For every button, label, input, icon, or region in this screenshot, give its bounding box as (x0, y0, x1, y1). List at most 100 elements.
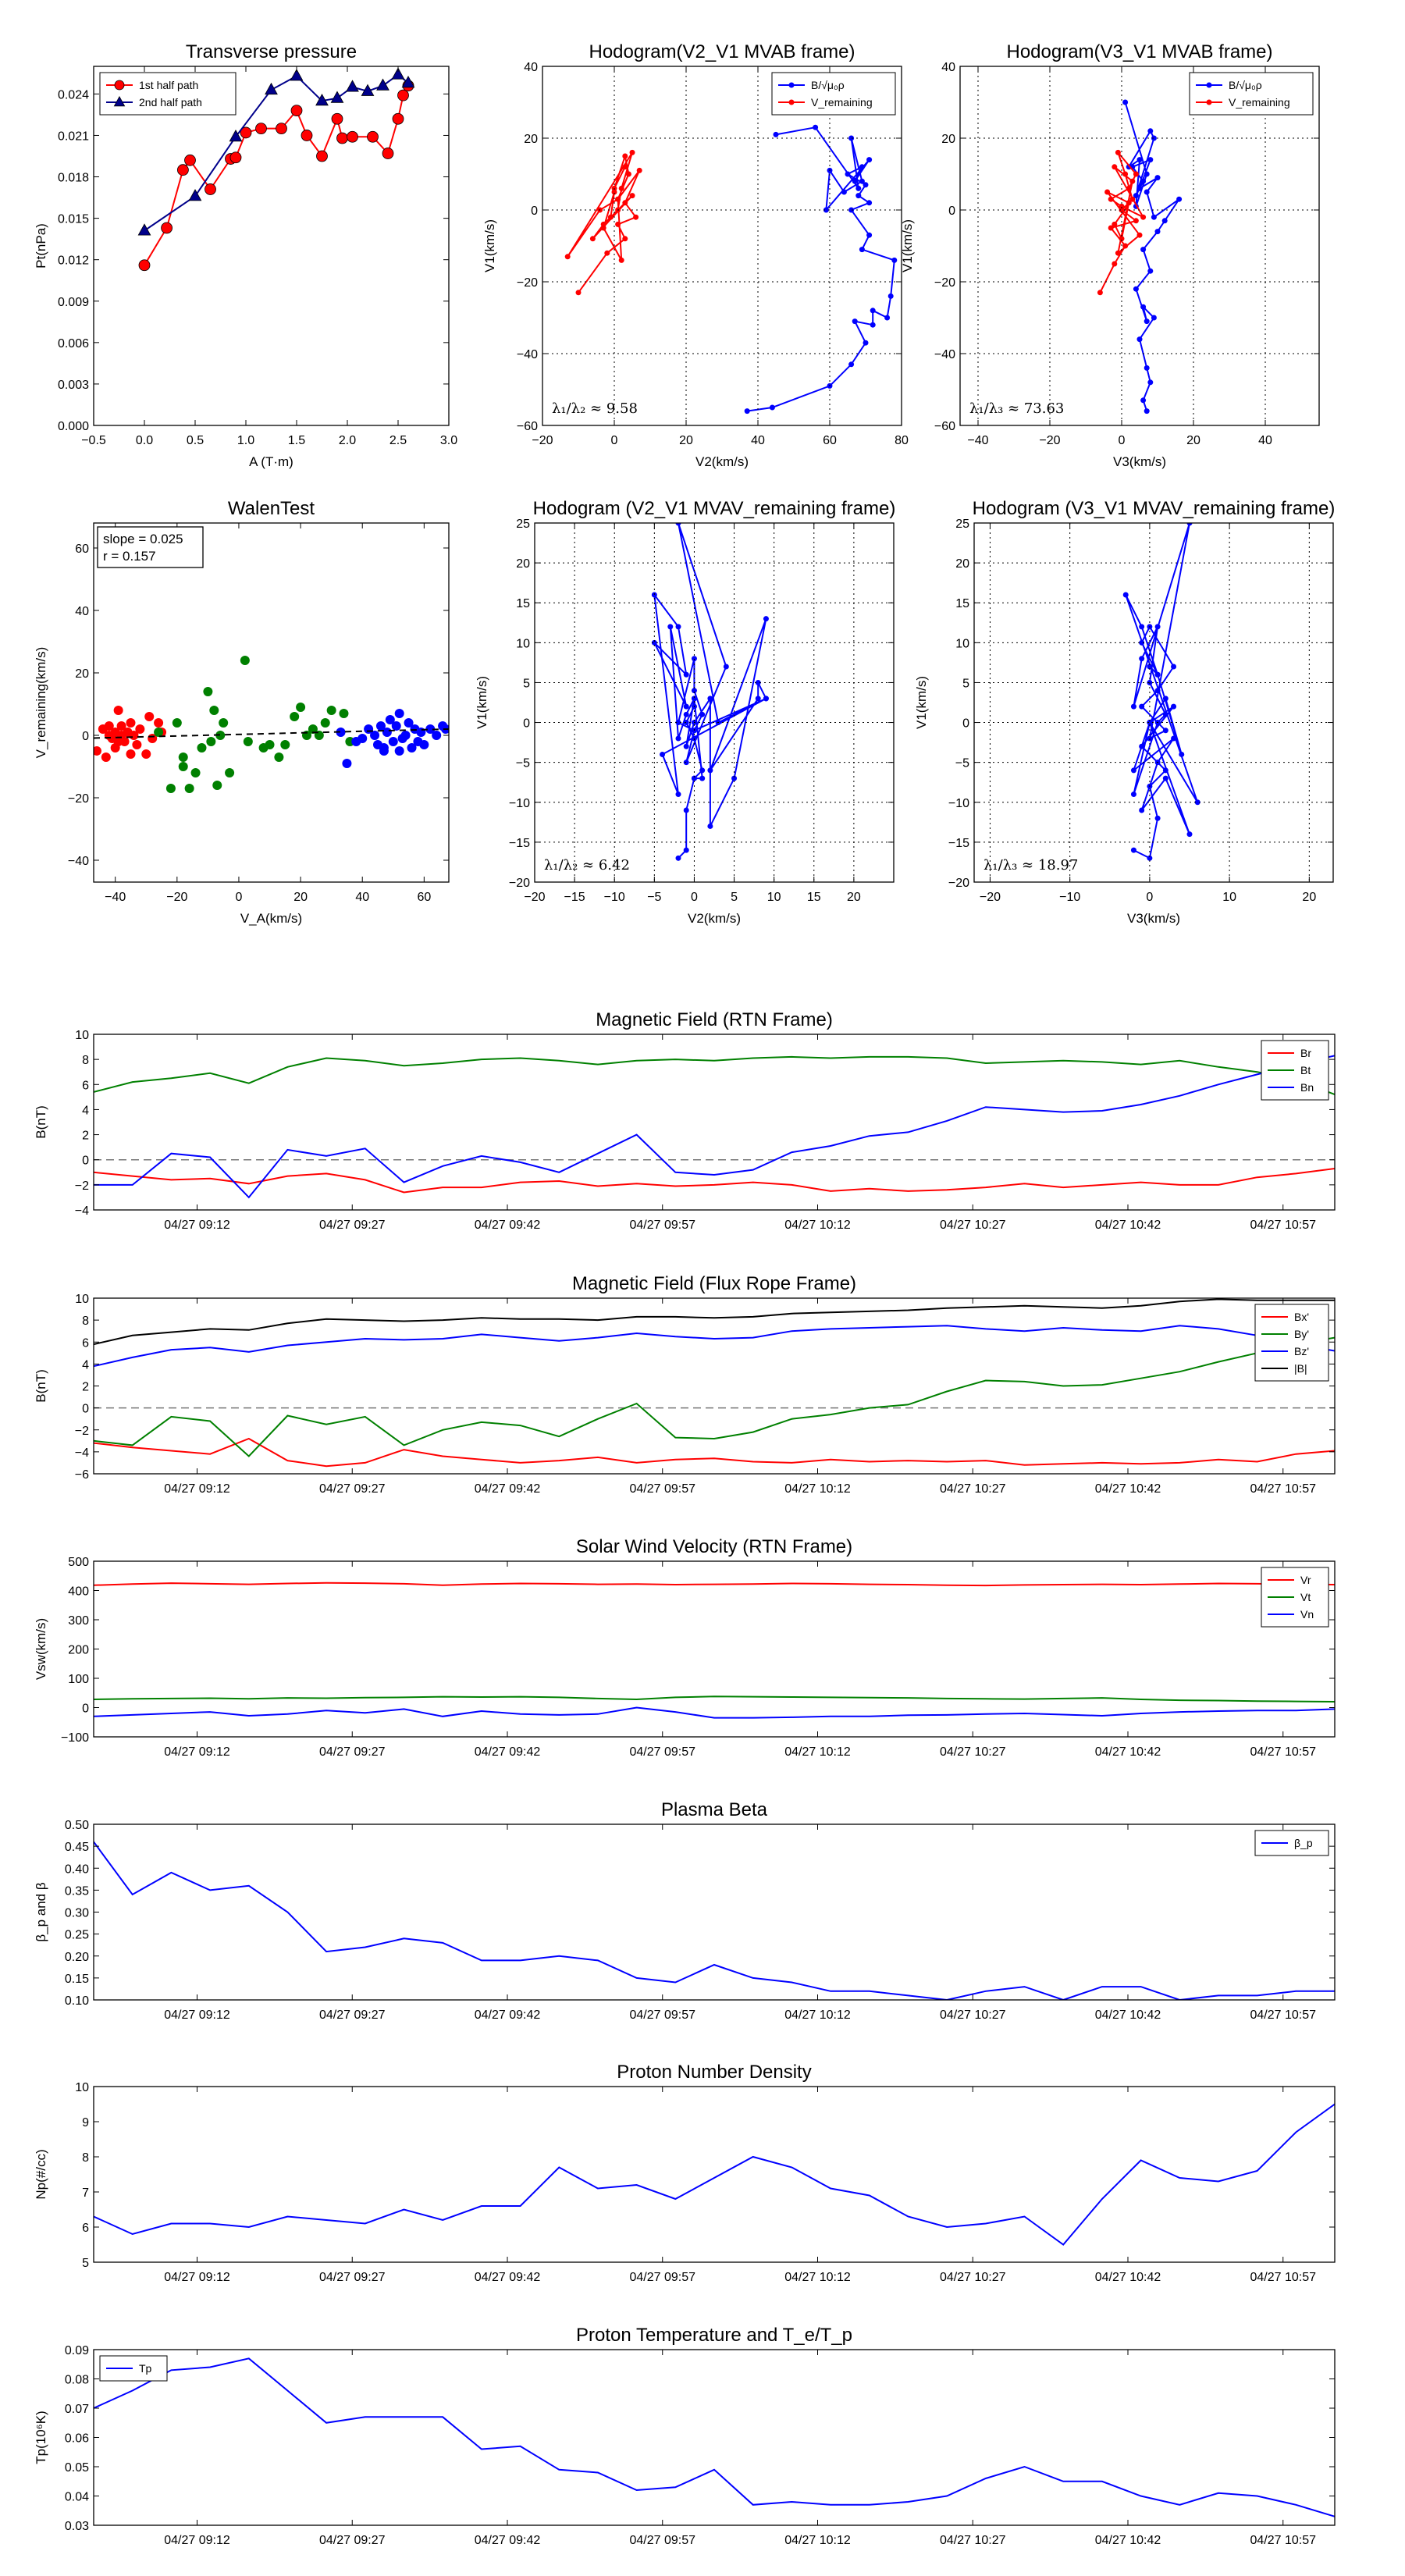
stats-line: r = 0.157 (103, 549, 156, 564)
x-tick-label: −20 (166, 891, 187, 904)
y-tick-label: 0.05 (65, 2461, 89, 2475)
data-point (1171, 735, 1177, 742)
scatter-point (394, 746, 404, 756)
data-point (604, 250, 610, 256)
x-tick-label: 04/27 09:12 (164, 2008, 230, 2022)
legend-marker (788, 99, 795, 105)
y-tick-label: 0.30 (65, 1907, 89, 1920)
x-tick-label: 04/27 09:12 (164, 1482, 230, 1496)
plot-frame (973, 522, 1334, 883)
scatter-point (407, 743, 417, 753)
data-point (1122, 243, 1129, 249)
x-tick-label: 60 (823, 434, 837, 447)
x-tick-label: 04/27 09:27 (319, 2008, 386, 2022)
y-tick-label: 0.06 (65, 2432, 89, 2446)
data-point (1130, 767, 1136, 774)
stats-frame (97, 526, 204, 568)
scatter-point (274, 753, 284, 762)
data-point (331, 112, 343, 125)
y-tick-label: 20 (524, 133, 538, 146)
data-point (859, 247, 865, 253)
data-point (301, 130, 313, 141)
series-line (94, 1695, 1335, 1703)
data-point (240, 126, 252, 139)
data-point (1179, 751, 1185, 757)
y-tick-label: −6 (75, 1468, 89, 1482)
y-tick-label: 0.03 (65, 2520, 89, 2533)
x-tick-label: 15 (807, 891, 821, 904)
data-point (1176, 196, 1183, 202)
chart-title: WalenTest (228, 498, 315, 519)
y-tick-label: −5 (516, 757, 530, 770)
legend-label: Vn (1300, 1608, 1314, 1621)
plot-area (94, 2103, 1335, 2246)
legend-marker (1206, 99, 1212, 105)
y-tick-label: 200 (68, 1644, 89, 1657)
data-point (629, 193, 635, 199)
data-point (841, 189, 847, 195)
x-axis-label: V2(km/s) (688, 911, 741, 926)
legend: B/√μ₀ρ V_remaining (771, 72, 896, 116)
y-tick-label: 0.04 (65, 2491, 89, 2504)
y-tick-label: 0.09 (65, 2344, 89, 2357)
chart-title: Plasma Beta (661, 1799, 768, 1820)
scatter-point (178, 762, 188, 771)
x-tick-label: 04/27 10:42 (1095, 2271, 1161, 2284)
scatter-point (178, 753, 188, 762)
x-tick-label: 04/27 10:27 (940, 2534, 1006, 2547)
x-tick-label: −0.5 (81, 434, 106, 447)
scatter-point (357, 734, 368, 743)
y-tick-label: 0.018 (58, 172, 89, 185)
scatter-point (190, 768, 201, 777)
ratio-annotation: λ₁/λ₃ ≈ 73.63 (969, 400, 1064, 417)
plot-frame (93, 2086, 1336, 2263)
scatter-point (135, 724, 145, 734)
y-tick-label: 5 (82, 2257, 89, 2270)
plot-area (1097, 99, 1183, 415)
y-axis-label: V1(km/s) (914, 676, 929, 729)
data-point (1140, 397, 1147, 404)
data-point (188, 189, 202, 201)
data-point (1129, 196, 1136, 202)
data-point (1140, 247, 1147, 253)
series-line (94, 1325, 1335, 1368)
y-tick-label: 0.006 (58, 337, 89, 350)
x-tick-label: 04/27 09:42 (475, 1745, 541, 1759)
data-point (382, 148, 394, 159)
y-tick-label: 0.07 (65, 2403, 89, 2416)
plot-area (94, 656, 449, 793)
data-point (600, 221, 606, 227)
y-tick-label: 20 (516, 557, 530, 571)
data-point (769, 404, 775, 411)
data-point (290, 105, 303, 117)
x-tick-label: 60 (417, 891, 431, 904)
y-tick-label: 0 (531, 205, 538, 218)
chart-title: Transverse pressure (186, 41, 357, 62)
x-tick-label: 04/27 10:12 (784, 1745, 851, 1759)
data-point (707, 696, 713, 702)
data-point (114, 80, 125, 91)
data-point (622, 200, 628, 206)
data-point (855, 185, 862, 191)
data-point (1139, 807, 1145, 813)
data-point (683, 711, 689, 717)
data-point (1147, 855, 1153, 861)
scatter-point (308, 724, 318, 734)
scatter-point (342, 759, 352, 768)
data-point (1139, 624, 1145, 630)
data-point (1171, 664, 1177, 670)
y-tick-label: −40 (68, 855, 89, 868)
legend-label: Tp (139, 2362, 152, 2375)
data-point (615, 196, 621, 202)
chart-title: Magnetic Field (Flux Rope Frame) (572, 1273, 856, 1294)
x-tick-label: −10 (604, 891, 625, 904)
y-tick-label: 2 (82, 1381, 89, 1394)
data-point (667, 624, 674, 630)
y-tick-label: 25 (516, 518, 530, 531)
scatter-point (336, 728, 346, 737)
y-tick-label: 0 (962, 717, 969, 731)
y-tick-label: 40 (524, 61, 538, 74)
x-tick-label: 04/27 09:27 (319, 1482, 386, 1496)
y-tick-label: 9 (82, 2116, 89, 2129)
scatter-point (280, 740, 290, 749)
